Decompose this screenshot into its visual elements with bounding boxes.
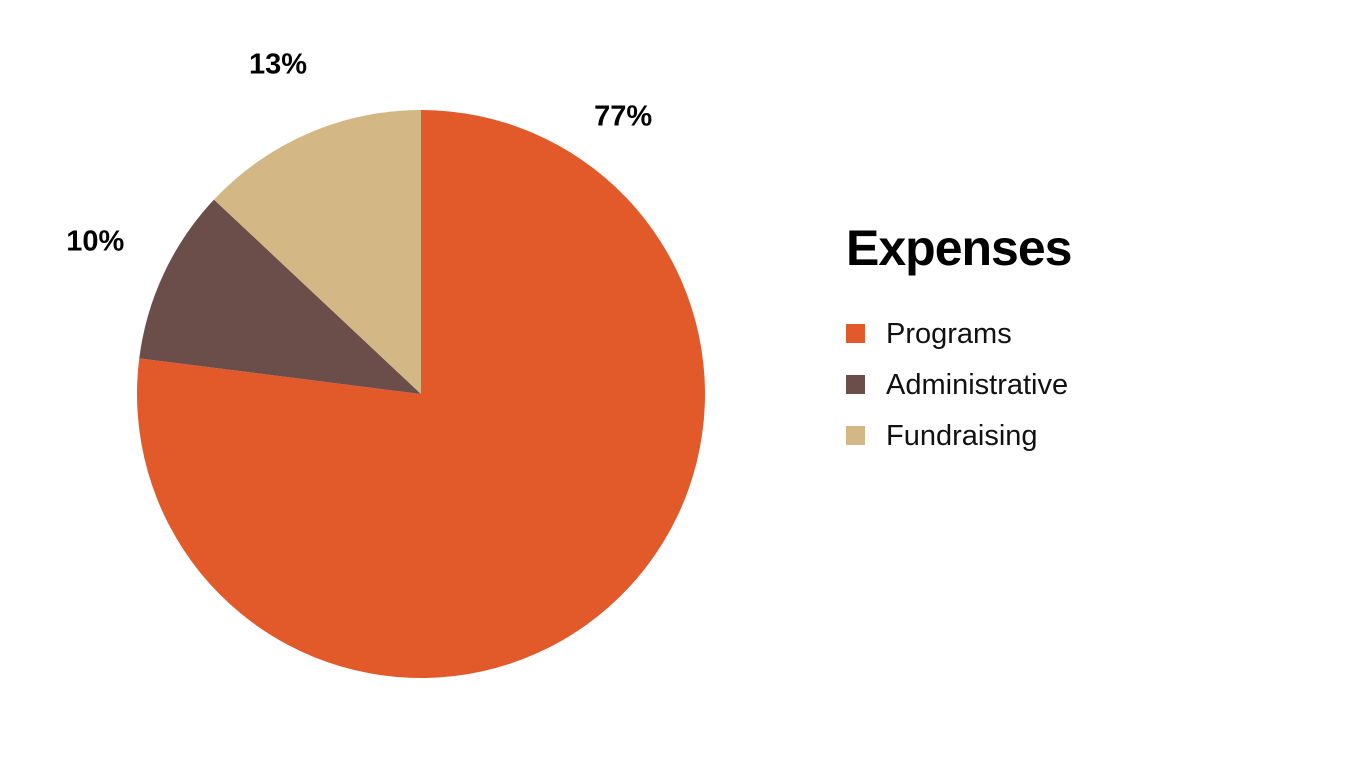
legend-swatch-administrative bbox=[846, 375, 865, 394]
pie-label-programs: 77% bbox=[594, 101, 652, 133]
chart-title: Expenses bbox=[846, 220, 1072, 276]
legend-list: Programs Administrative Fundraising bbox=[846, 308, 1071, 461]
pie-slices bbox=[137, 109, 706, 678]
pie-data-labels: 77% 10% 13% bbox=[66, 49, 652, 258]
legend-swatch-fundraising bbox=[846, 426, 865, 445]
legend-label-administrative: Administrative bbox=[886, 368, 1069, 401]
legend-item-fundraising: Fundraising bbox=[846, 410, 1071, 461]
pie-slice-programs bbox=[137, 110, 706, 678]
legend-label-fundraising: Fundraising bbox=[886, 419, 1038, 452]
legend: Expenses Programs Administrative Fundrai… bbox=[846, 218, 1072, 461]
legend-swatch-programs bbox=[846, 324, 865, 343]
legend-label-programs: Programs bbox=[886, 317, 1012, 350]
legend-item-programs: Programs bbox=[846, 308, 1071, 359]
pie-label-administrative: 10% bbox=[66, 226, 124, 258]
legend-item-administrative: Administrative bbox=[846, 359, 1071, 410]
pie-label-fundraising: 13% bbox=[249, 49, 307, 81]
pie-slice-fundraising bbox=[213, 109, 421, 394]
pie-slice-administrative bbox=[139, 199, 422, 394]
